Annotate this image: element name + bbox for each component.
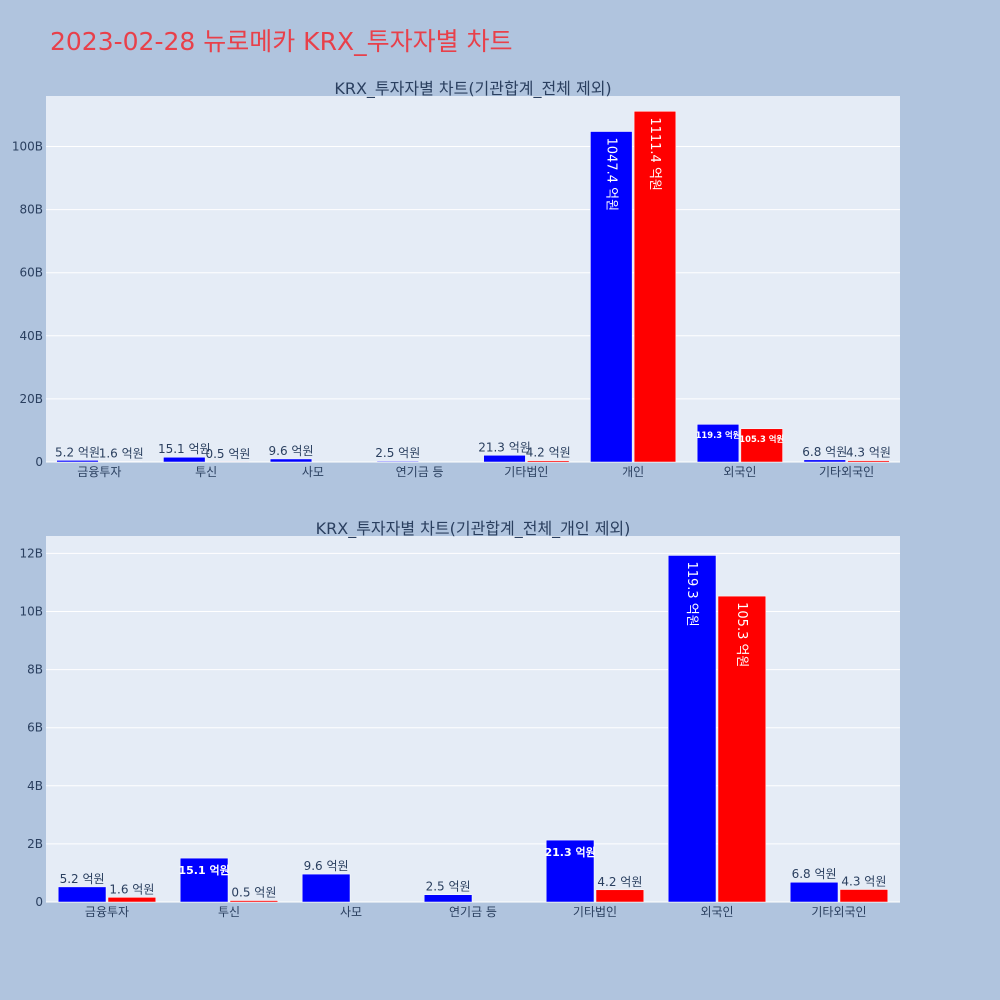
x-tick-label: 연기금 등	[396, 465, 444, 479]
plot-area	[46, 536, 900, 902]
data-label: 21.3 억원	[544, 845, 595, 859]
bar-sell	[107, 897, 157, 903]
bar-buy	[163, 456, 206, 463]
bar-sell	[847, 460, 890, 463]
x-tick-label: 기타법인	[504, 465, 548, 479]
data-label: 21.3 억원	[478, 440, 531, 454]
bar-buy	[483, 455, 526, 463]
data-label: 4.2 억원	[597, 875, 642, 889]
x-tick-label: 기타외국인	[811, 905, 866, 919]
bar-sell	[595, 889, 645, 903]
bar-sell	[740, 428, 783, 463]
data-label: 4.3 억원	[841, 875, 886, 889]
data-label: 15.1 억원	[158, 442, 211, 456]
bar-buy	[423, 894, 473, 903]
x-tick-label: 금융투자	[85, 905, 129, 919]
data-label: 2.5 억원	[426, 880, 471, 894]
data-label: 1047.4 억원	[603, 138, 618, 212]
bar-buy	[269, 458, 313, 463]
bar-buy	[545, 839, 595, 903]
chart-title: KRX_투자자별 차트(기관합계_전체 제외)	[334, 79, 611, 99]
y-tick-label: 6B	[27, 721, 43, 735]
y-tick-label: 12B	[19, 546, 43, 560]
x-tick-label: 금융투자	[77, 465, 121, 479]
data-label: 5.2 억원	[60, 872, 105, 886]
data-label: 119.3 억원	[696, 430, 741, 440]
plot-area	[46, 96, 900, 462]
y-tick-label: 80B	[19, 203, 43, 217]
y-tick-label: 100B	[12, 139, 43, 153]
bar-buy	[301, 873, 351, 903]
x-tick-label: 개인	[622, 465, 644, 479]
data-label: 4.2 억원	[526, 446, 571, 460]
data-label: 9.6 억원	[269, 444, 314, 458]
bar-buy	[696, 424, 740, 463]
y-tick-label: 20B	[19, 392, 43, 406]
data-label: 1.6 억원	[109, 882, 154, 896]
data-label: 105.3 억원	[739, 434, 784, 444]
x-tick-label: 투신	[218, 905, 240, 919]
y-tick-label: 2B	[27, 837, 43, 851]
y-tick-label: 60B	[19, 266, 43, 280]
bar-sell	[229, 900, 279, 903]
x-tick-label: 기타법인	[573, 905, 617, 919]
bar-sell	[100, 461, 143, 463]
data-label: 119.3 억원	[684, 561, 699, 626]
data-label: 0.5 억원	[205, 447, 250, 461]
x-tick-label: 사모	[340, 905, 362, 919]
y-tick-label: 40B	[19, 329, 43, 343]
x-tick-label: 기타외국인	[819, 465, 874, 479]
y-tick-label: 4B	[27, 779, 43, 793]
bar-buy	[376, 460, 419, 463]
bar-buy	[56, 460, 99, 463]
x-tick-label: 외국인	[723, 465, 756, 479]
bar-buy	[179, 857, 229, 903]
chart-title: KRX_투자자별 차트(기관합계_전체_개인 제외)	[316, 519, 631, 539]
data-label: 15.1 억원	[178, 863, 229, 877]
chart-investor-excl-institution-total: KRX_투자자별 차트(기관합계_전체 제외) 0 20B 40B 60B 80B 100B…	[12, 79, 900, 479]
bar-buy	[590, 131, 633, 463]
y-tick-label: 8B	[27, 663, 43, 677]
y-tick-label: 0	[35, 895, 43, 909]
bar-buy	[667, 555, 717, 903]
x-tick-label: 사모	[302, 465, 324, 479]
data-label: 5.2 억원	[55, 445, 100, 459]
bar-sell	[633, 111, 677, 463]
y-tick-label: 0	[35, 455, 43, 469]
data-label: 1111.4 억원	[647, 117, 662, 191]
bar-sell	[717, 595, 767, 903]
data-label: 105.3 억원	[734, 602, 749, 667]
bar-sell	[839, 889, 889, 903]
chart-investor-excl-institution-individual: KRX_투자자별 차트(기관합계_전체_개인 제외) 0 2B 4B 6B 8B 10B 12…	[19, 519, 900, 919]
x-tick-label: 외국인	[700, 905, 733, 919]
data-label: 2.5 억원	[375, 446, 420, 460]
y-tick-label: 10B	[19, 605, 43, 619]
data-label: 6.8 억원	[802, 445, 847, 459]
page-title: 2023-02-28 뉴로메카 KRX_투자자별 차트	[50, 27, 513, 56]
bar-buy	[789, 881, 839, 903]
data-label: 0.5 억원	[231, 886, 276, 900]
data-label: 9.6 억원	[304, 859, 349, 873]
x-tick-label: 투신	[195, 465, 217, 479]
bar-sell	[527, 460, 570, 463]
data-label: 4.3 억원	[846, 446, 891, 460]
data-label: 6.8 억원	[792, 867, 837, 881]
x-tick-label: 연기금 등	[449, 905, 497, 919]
bar-buy	[803, 459, 846, 463]
bar-buy	[57, 886, 107, 903]
data-label: 1.6 억원	[99, 446, 144, 460]
